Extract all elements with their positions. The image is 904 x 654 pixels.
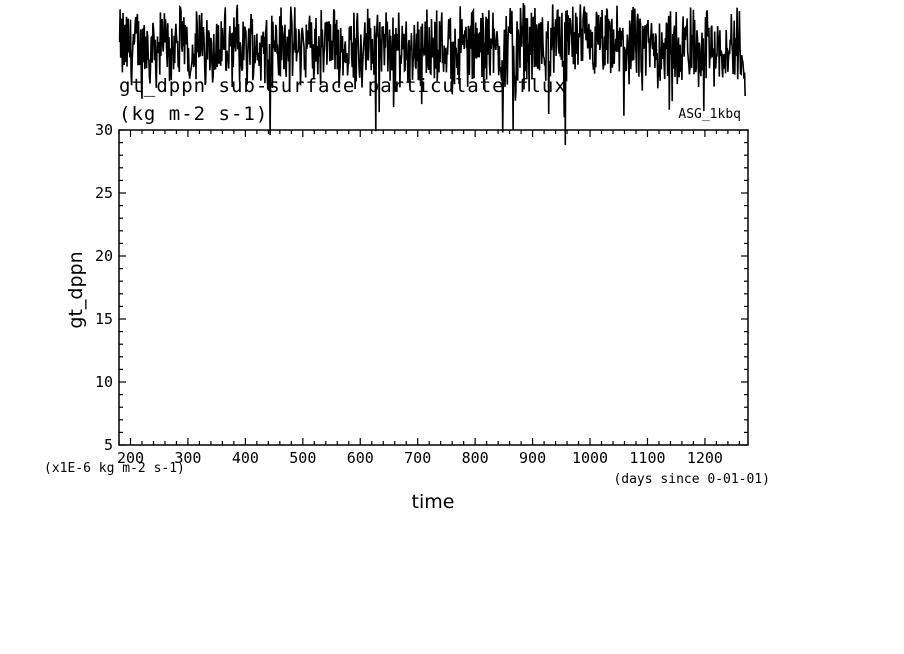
- y-tick-label: 15: [95, 310, 113, 328]
- y-tick-label: 10: [95, 373, 113, 391]
- x-axis-label: time: [412, 491, 455, 513]
- y-tick-label: 25: [95, 184, 113, 202]
- chart-title: gt_dppn sub-surface particulate flux: [119, 75, 567, 97]
- y-tick-label: 5: [104, 436, 113, 454]
- x-tick-label: 1100: [629, 449, 665, 467]
- run-label: ASG_1kbq: [678, 107, 741, 122]
- data-series-line: [118, 2, 746, 146]
- x-tick-label: 200: [117, 449, 144, 467]
- y-tick-label: 30: [95, 121, 113, 139]
- x-tick-label: 500: [289, 449, 316, 467]
- y-axis-label: gt_dppn: [65, 251, 87, 328]
- y-scale-note: (x1E-6 kg m-2 s-1): [44, 461, 185, 476]
- x-tick-label: 800: [462, 449, 489, 467]
- x-tick-label: 900: [519, 449, 546, 467]
- x-tick-label: 600: [347, 449, 374, 467]
- x-tick-label: 400: [232, 449, 259, 467]
- plot-frame: [118, 129, 749, 446]
- y-tick-label: 20: [95, 247, 113, 265]
- x-tick-label: 300: [174, 449, 201, 467]
- x-tick-label: 1200: [687, 449, 723, 467]
- x-tick-label: 700: [404, 449, 431, 467]
- x-units-label: (days since 0-01-01): [613, 472, 770, 487]
- axis-ticks: 200 300 400 500 600 700 800 900 1000 1100 1200 5 10 1…: [95, 121, 748, 467]
- units-label: (kg m-2 s-1): [119, 103, 268, 125]
- x-tick-label: 1000: [572, 449, 608, 467]
- series-line: [118, 2, 746, 146]
